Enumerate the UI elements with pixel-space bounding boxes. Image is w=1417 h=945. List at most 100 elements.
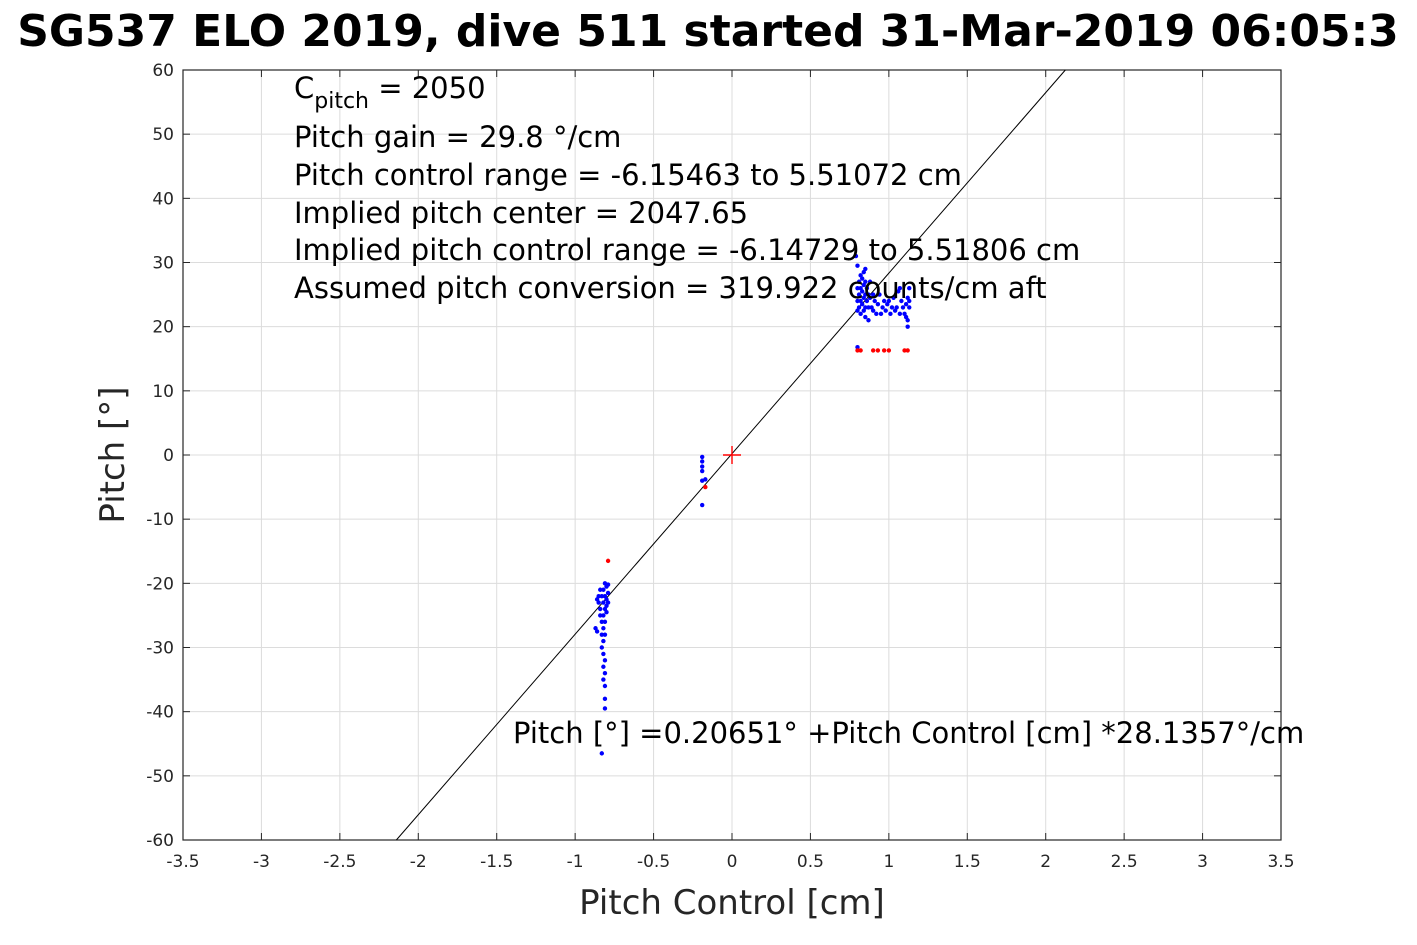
data-point-red (881, 348, 887, 353)
x-axis-ticks: -3.5 -3 -2.5 -2 -1.5 -1 -0.5 0 0.5 1 1.5 2 2.5 3 3.5 (166, 70, 1295, 872)
data-point-blue (601, 613, 606, 618)
data-point-blue (602, 632, 608, 637)
x-tick-label: -3 (253, 852, 270, 872)
y-tick-label: 40 (152, 189, 174, 209)
x-tick-label: 0 (727, 852, 738, 872)
data-points (593, 253, 912, 756)
data-point-blue (899, 298, 904, 304)
data-point-blue (699, 454, 705, 460)
data-point-blue (605, 600, 611, 605)
annotation-c-pitch: Cpitch = 2050 (294, 71, 486, 114)
data-point-blue (863, 314, 868, 320)
data-point-blue (855, 263, 860, 268)
data-point-red (870, 348, 876, 353)
data-point-blue (897, 311, 903, 317)
x-tick-label: -2 (410, 852, 427, 872)
data-point-blue (602, 658, 608, 663)
data-point-blue (897, 285, 903, 291)
data-point-blue (605, 590, 611, 596)
data-point-blue (872, 298, 877, 304)
data-point-red (902, 348, 907, 353)
x-tick-label: 1 (883, 852, 894, 872)
data-point-blue (880, 305, 885, 310)
data-point-blue (853, 253, 859, 259)
data-point-blue (870, 308, 876, 313)
x-tick-label: 1.5 (954, 852, 981, 872)
data-point-blue (900, 305, 906, 310)
x-tick-label: -2.5 (323, 852, 356, 872)
data-point-blue (859, 276, 865, 281)
data-point-blue (855, 298, 860, 304)
data-point-red (875, 348, 881, 353)
data-point-blue (866, 305, 871, 310)
data-point-blue (881, 298, 887, 304)
y-tick-label: -30 (146, 639, 174, 659)
data-point-blue (599, 593, 605, 599)
x-tick-label: -3.5 (166, 852, 199, 872)
annotation-pitch-conversion: Assumed pitch conversion = 319.922 count… (294, 271, 1047, 305)
x-tick-label: 3 (1197, 852, 1208, 872)
data-point-blue (864, 298, 870, 304)
data-point-blue (877, 292, 882, 297)
data-point-blue (599, 619, 605, 625)
c-pitch-value: = 2050 (369, 71, 486, 105)
data-point-red (605, 558, 611, 564)
y-tick-label: -20 (146, 574, 174, 594)
data-point-red (703, 484, 708, 490)
annotation-fit-equation: Pitch [°] =0.20651° +Pitch Control [cm] … (513, 716, 1304, 750)
data-point-red (855, 348, 860, 353)
y-tick-label: 10 (152, 382, 174, 402)
data-point-blue (875, 302, 881, 307)
data-point-blue (699, 502, 705, 508)
data-point-blue (699, 468, 705, 474)
data-point-blue (601, 638, 606, 644)
data-point-blue (703, 477, 708, 482)
data-point-blue (856, 292, 862, 297)
data-point-blue (905, 324, 910, 329)
annotation-pitch-gain: Pitch gain = 29.8 °/cm (294, 120, 621, 154)
x-tick-label: 0.5 (797, 852, 824, 872)
data-point-blue (903, 302, 909, 307)
y-axis-ticks: -60 -50 -40 -30 -20 -10 0 10 20 30 40 50 60 (146, 61, 1281, 851)
data-point-red (905, 348, 910, 353)
data-point-blue (602, 706, 608, 711)
x-tick-label: -0.5 (637, 852, 670, 872)
data-point-blue (605, 582, 611, 587)
data-point-blue (601, 600, 606, 605)
data-point-blue (604, 610, 609, 615)
data-point-blue (602, 619, 608, 625)
data-point-blue (601, 626, 606, 631)
data-point-blue (594, 597, 600, 602)
data-point-blue (601, 587, 606, 592)
center-marker-group (723, 446, 741, 464)
y-tick-label: 60 (152, 61, 174, 81)
y-axis-label: Pitch [°] (93, 386, 133, 523)
data-point-blue (903, 314, 909, 320)
data-point-blue (907, 305, 912, 310)
data-point-blue (856, 305, 862, 310)
data-point-blue (855, 345, 860, 350)
y-tick-label: 30 (152, 254, 174, 274)
x-tick-label: -1.5 (480, 852, 513, 872)
y-tick-label: -60 (146, 831, 174, 851)
annotation-control-range: Pitch control range = -6.15463 to 5.5107… (294, 158, 962, 192)
data-point-blue (699, 459, 705, 464)
y-tick-label: -10 (146, 510, 174, 530)
x-tick-label: 3.5 (1267, 852, 1294, 872)
data-point-blue (599, 645, 605, 650)
data-point-red (858, 348, 863, 353)
y-tick-label: 50 (152, 125, 174, 145)
data-point-blue (863, 279, 868, 284)
x-axis-label: Pitch Control [cm] (579, 883, 885, 923)
data-point-blue (867, 295, 873, 300)
data-point-blue (855, 285, 860, 291)
annotation-implied-center: Implied pitch center = 2047.65 (294, 196, 748, 230)
data-point-blue (883, 308, 888, 313)
annotation-block: Cpitch = 2050 Pitch gain = 29.8 °/cm Pit… (294, 71, 1304, 750)
data-point-blue (907, 298, 912, 304)
x-tick-label: 2.5 (1111, 852, 1138, 872)
data-point-blue (863, 266, 868, 272)
data-point-blue (863, 305, 868, 310)
data-point-blue (866, 318, 871, 323)
